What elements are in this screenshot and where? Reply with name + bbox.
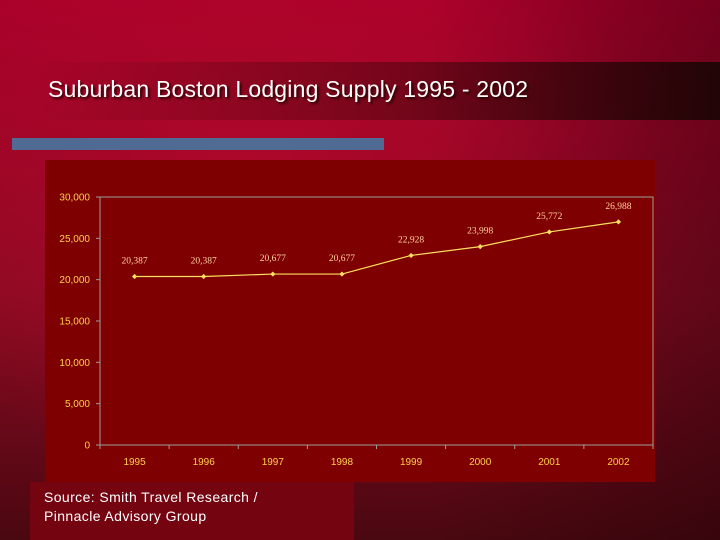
y-tick-label: 20,000 (59, 275, 90, 286)
y-tick-label: 0 (84, 441, 90, 452)
data-point (131, 273, 138, 280)
data-point (201, 273, 207, 280)
data-point (546, 229, 552, 235)
x-tick-label: 1998 (331, 457, 354, 468)
x-tick-label: 1997 (262, 457, 285, 468)
plot-frame (99, 196, 654, 446)
x-tick-label: 1995 (123, 457, 146, 468)
data-point (339, 271, 345, 277)
y-tick-label: 30,000 (59, 193, 90, 204)
data-label: 20,677 (260, 254, 286, 264)
y-tick-label: 25,000 (59, 234, 90, 245)
x-tick-label: 1999 (400, 457, 423, 468)
series-line (134, 221, 619, 278)
y-tick-label: 10,000 (59, 358, 90, 369)
source-line-1: Source: Smith Travel Research / (44, 489, 258, 505)
slide-title: Suburban Boston Lodging Supply 1995 - 20… (48, 76, 529, 102)
source-line-2: Pinnacle Advisory Group (44, 508, 207, 524)
data-label: 22,928 (398, 235, 424, 245)
x-tick-label: 1996 (193, 457, 216, 468)
accent-bar (12, 138, 384, 150)
data-point (270, 271, 276, 277)
title-band (30, 62, 720, 120)
y-tick-label: 5,000 (65, 399, 90, 410)
source-box (30, 482, 354, 540)
data-point (615, 219, 622, 225)
chart-panel: 0 5,000 10,000 15,000 20,000 25,000 30,000 1995… (45, 160, 655, 482)
data-point (477, 244, 483, 250)
line-chart: 0 5,000 10,000 15,000 20,000 25,000 30,000 1995… (59, 193, 654, 468)
data-label: 20,387 (191, 256, 217, 266)
x-tick-label: 2002 (607, 457, 630, 468)
source-note: Source: Smith Travel Research / Pinnacle… (44, 488, 258, 526)
data-label: 20,677 (329, 254, 355, 264)
y-tick-label: 15,000 (59, 317, 90, 328)
data-point (408, 252, 414, 259)
x-tick-label: 2001 (538, 457, 561, 468)
data-label: 25,772 (536, 212, 562, 222)
data-label: 20,387 (122, 256, 148, 266)
data-label: 26,988 (605, 202, 631, 212)
data-label: 23,998 (467, 227, 493, 237)
x-tick-label: 2000 (469, 457, 492, 468)
